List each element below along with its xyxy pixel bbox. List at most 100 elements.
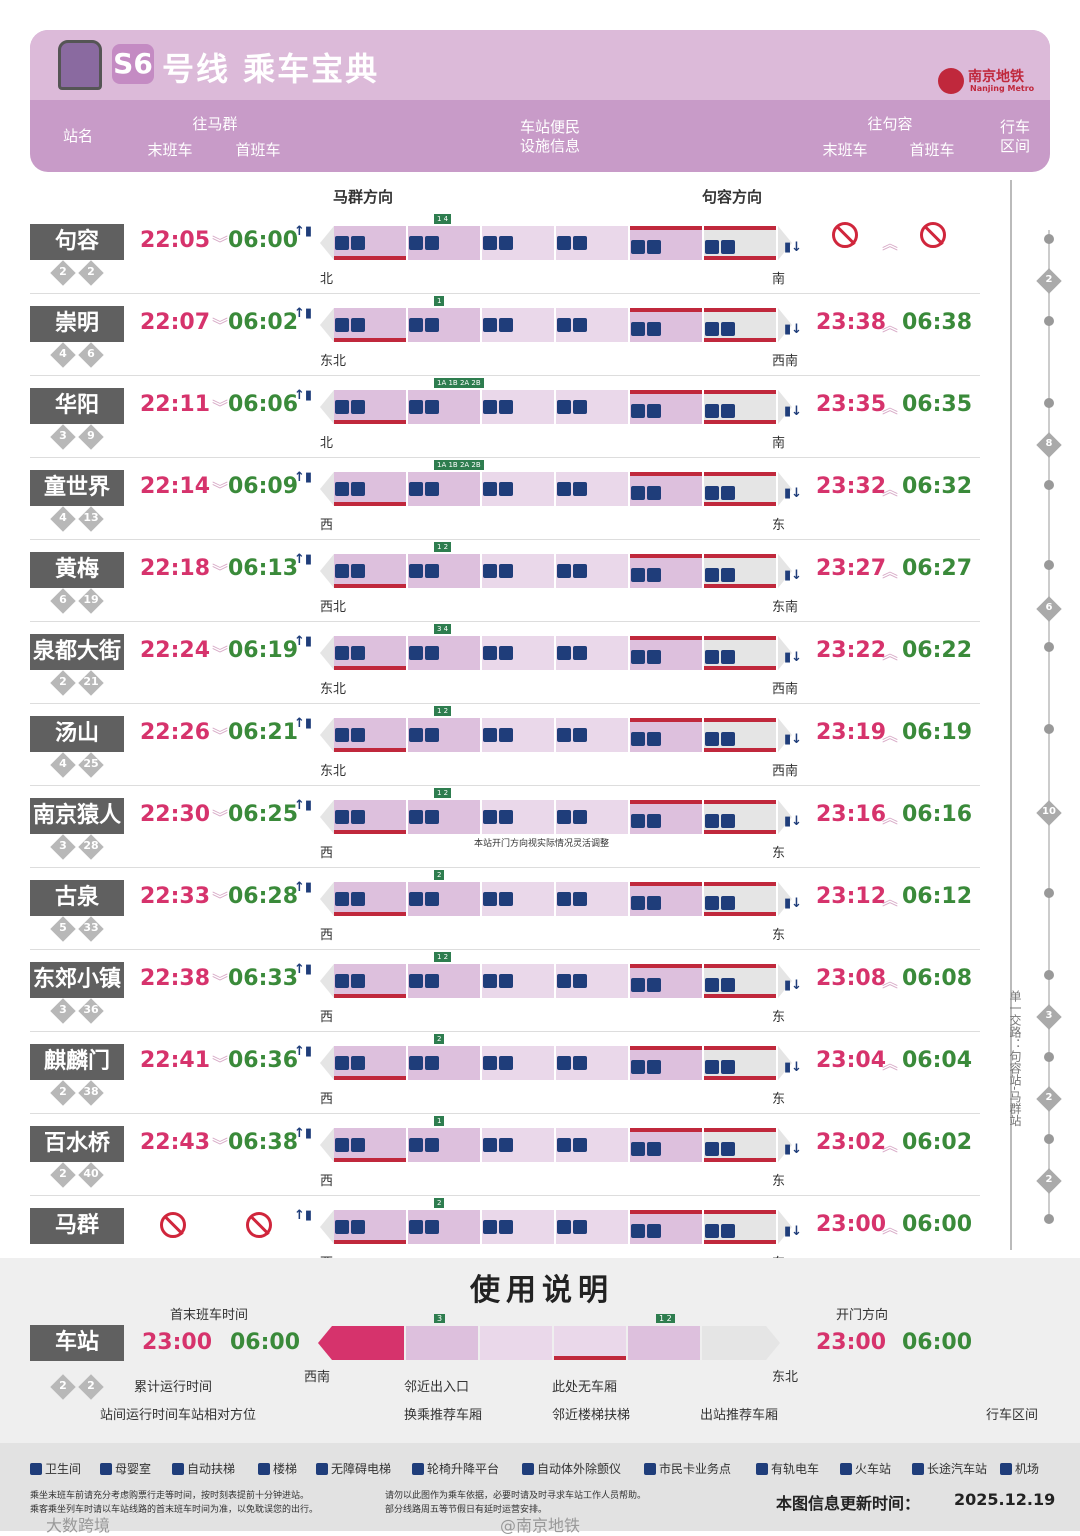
facility-icon xyxy=(573,318,587,332)
station-name: 句容 xyxy=(30,224,124,260)
col-facilities-1: 车站便民 xyxy=(519,118,580,136)
legend-icon xyxy=(840,1463,852,1475)
train-nose-left xyxy=(320,1210,334,1244)
facility-icon xyxy=(705,404,719,418)
legend-label: 无障碍电梯 xyxy=(331,1462,392,1476)
direction-left-label: 东北 xyxy=(320,354,347,369)
door-arrow-right-icon: ▮↓ xyxy=(784,404,803,419)
last-train-jurong: 23:38 xyxy=(816,310,887,335)
facility-icon xyxy=(705,1060,719,1074)
facility-icon xyxy=(499,728,513,742)
chevron-down-icon: ︾ xyxy=(212,398,229,417)
interval-time: 3 xyxy=(59,429,67,442)
chevron-up-icon: ︽ xyxy=(882,972,899,991)
last-train-maqun: 22:33 xyxy=(140,884,211,909)
legend-icon xyxy=(412,1463,424,1475)
legend-item: 有轨电车 xyxy=(756,1460,819,1477)
legend-item: 火车站 xyxy=(840,1460,891,1477)
facility-icon xyxy=(351,974,365,988)
train-nose-left xyxy=(320,636,334,670)
guide-cum-time: 累计运行时间 xyxy=(134,1380,213,1395)
direction-left-label: 北 xyxy=(320,436,334,451)
rail-station-dot xyxy=(1044,642,1054,652)
door-arrow-left-icon: ↑▮ xyxy=(294,1208,313,1223)
last-train-maqun: 22:14 xyxy=(140,474,211,499)
train-car xyxy=(556,636,628,670)
guide-dir-right: 东北 xyxy=(772,1370,799,1385)
train-car xyxy=(334,390,406,424)
direction-left-label: 东北 xyxy=(320,764,347,779)
facility-icon xyxy=(483,236,497,250)
facility-icon xyxy=(335,974,349,988)
facility-icon xyxy=(335,318,349,332)
cumulative-time: 9 xyxy=(87,429,95,442)
facility-icon xyxy=(721,1224,735,1238)
guide-dots: 2 2 xyxy=(50,1374,112,1400)
direction-right-label: 南 xyxy=(772,272,786,287)
chevron-up-icon: ︽ xyxy=(882,1054,899,1073)
interval-markers: 2 40 xyxy=(50,1162,112,1188)
direction-right: 句容方向 xyxy=(702,188,763,206)
update-date: 2025.12.19 xyxy=(954,1490,1056,1509)
facility-icon xyxy=(409,482,423,496)
exit-number-tag: 1 xyxy=(434,296,445,306)
door-arrow-left-icon: ↑▮ xyxy=(294,716,313,731)
facility-icon xyxy=(409,318,423,332)
rail-station-dot xyxy=(1044,724,1054,734)
facility-icon xyxy=(409,646,423,660)
train-nose-right xyxy=(778,226,792,260)
guide-rlast: 23:00 xyxy=(816,1330,887,1355)
facility-icon xyxy=(647,650,661,664)
facility-icon xyxy=(351,892,365,906)
facility-icon xyxy=(573,1056,587,1070)
train-car xyxy=(630,964,702,998)
train-car xyxy=(408,390,480,424)
train-car xyxy=(704,718,776,752)
corner-watermark: 大数跨境 xyxy=(46,1516,111,1535)
train-car xyxy=(482,636,554,670)
chevron-up-icon: ︽ xyxy=(882,1218,899,1237)
train-car xyxy=(482,1046,554,1080)
cumulative-time: 21 xyxy=(83,675,99,688)
facility-icon xyxy=(557,318,571,332)
facility-icon xyxy=(557,1220,571,1234)
facility-icon xyxy=(705,732,719,746)
facility-icon xyxy=(705,568,719,582)
station-row: 泉都大街 2 21 22:24 ︾ 06:19 ↑▮ 3 4 东北 西南 ▮↓ 23:22 ︽ 06… xyxy=(30,622,980,704)
door-arrow-right-icon: ▮↓ xyxy=(784,568,803,583)
door-arrow-right-icon: ▮↓ xyxy=(784,896,803,911)
last-train-maqun: 22:41 xyxy=(140,1048,211,1073)
line-badge: S6 xyxy=(112,44,154,84)
guide-dir-left: 西南 xyxy=(304,1370,331,1385)
train-car xyxy=(334,554,406,588)
chevron-up-icon: ︽ xyxy=(882,808,899,827)
interval-time: 5 xyxy=(59,921,67,934)
facility-icon xyxy=(425,1138,439,1152)
facility-icon xyxy=(721,322,735,336)
interval-markers: 3 9 xyxy=(50,424,112,450)
exit-number-tag: 1 xyxy=(434,1116,445,1126)
facility-icon xyxy=(351,646,365,660)
direction-right-label: 东 xyxy=(772,1092,786,1107)
facility-icon xyxy=(335,400,349,414)
chevron-down-icon: ︾ xyxy=(212,726,229,745)
train-car xyxy=(408,472,480,506)
door-arrow-left-icon: ↑▮ xyxy=(294,1126,313,1141)
facility-icon xyxy=(483,1056,497,1070)
facility-icon xyxy=(425,892,439,906)
direction-right-label: 西南 xyxy=(772,682,799,697)
facility-icon xyxy=(425,1056,439,1070)
chevron-up-icon: ︽ xyxy=(882,726,899,745)
station-name: 百水桥 xyxy=(30,1126,124,1162)
train-car xyxy=(704,554,776,588)
exit-number-tag: 2 xyxy=(434,870,445,880)
facility-icon xyxy=(335,892,349,906)
facility-icon xyxy=(483,482,497,496)
facility-icon xyxy=(499,892,513,906)
door-arrow-right-icon: ▮↓ xyxy=(784,486,803,501)
facility-icon xyxy=(573,482,587,496)
train-car xyxy=(630,554,702,588)
last-train-maqun: 22:26 xyxy=(140,720,211,745)
facility-icon xyxy=(573,564,587,578)
station-row: 百水桥 2 40 22:43 ︾ 06:38 ↑▮ 1 西 东 ▮↓ 23:02 ︽ 06:02 xyxy=(30,1114,980,1196)
